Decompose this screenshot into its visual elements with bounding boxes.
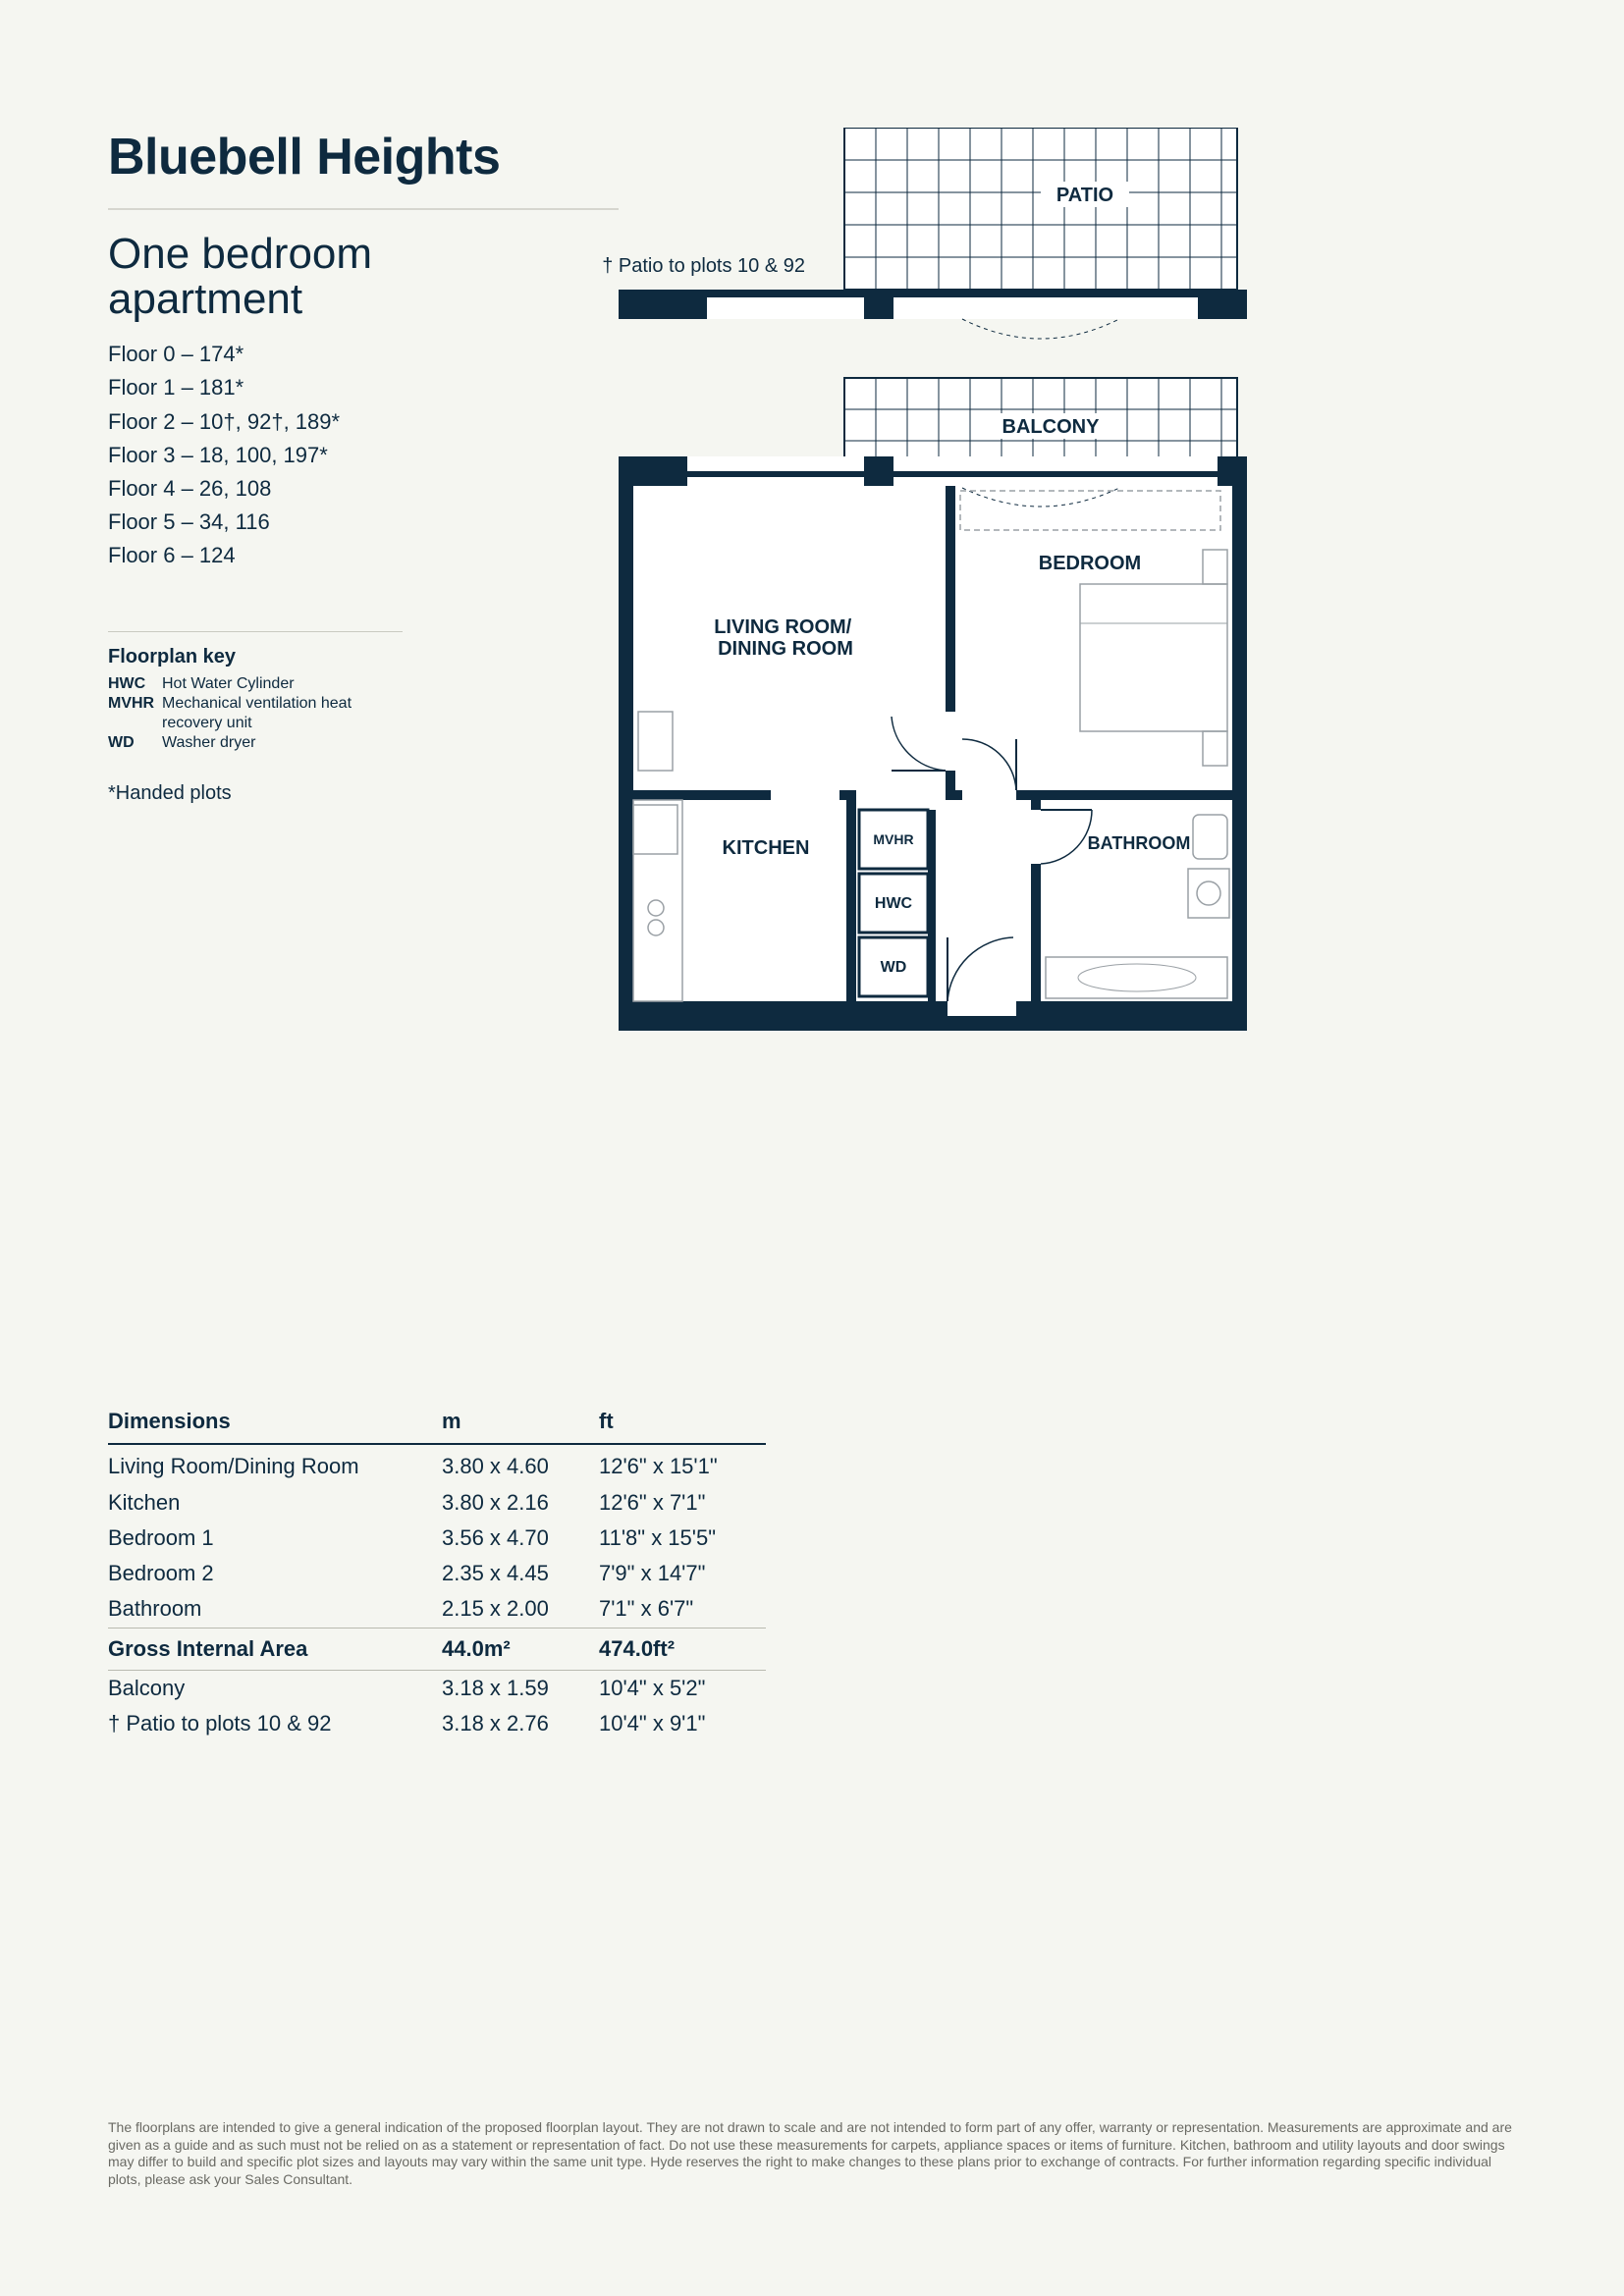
table-row: Bedroom 22.35 x 4.457'9" x 14'7" bbox=[108, 1556, 766, 1591]
floor-list-item: Floor 4 – 26, 108 bbox=[108, 472, 619, 506]
svg-text:MVHR: MVHR bbox=[873, 831, 913, 847]
table-cell: 3.18 x 2.76 bbox=[442, 1706, 599, 1741]
col-header-ft: ft bbox=[599, 1404, 766, 1439]
key-abbr: WD bbox=[108, 733, 162, 753]
disclaimer-text: The floorplans are intended to give a ge… bbox=[108, 2119, 1516, 2188]
gia-ft: 474.0ft² bbox=[599, 1631, 766, 1667]
table-row: Living Room/Dining Room3.80 x 4.6012'6" … bbox=[108, 1449, 766, 1484]
floor-list-item: Floor 3 – 18, 100, 197* bbox=[108, 439, 619, 472]
table-cell: 10'4" x 9'1" bbox=[599, 1706, 766, 1741]
table-cell: Bedroom 1 bbox=[108, 1521, 442, 1556]
handed-plots-note: *Handed plots bbox=[108, 782, 619, 805]
table-cell: 10'4" x 5'2" bbox=[599, 1671, 766, 1706]
floorplan-key: Floorplan key HWCHot Water CylinderMVHRM… bbox=[108, 631, 403, 753]
subtitle-line1: One bedroom bbox=[108, 230, 372, 278]
table-cell: 12'6" x 15'1" bbox=[599, 1449, 766, 1484]
table-cell: 3.80 x 4.60 bbox=[442, 1449, 599, 1484]
subtitle-line2: apartment bbox=[108, 275, 302, 323]
col-header-room: Dimensions bbox=[108, 1404, 442, 1439]
table-cell: 12'6" x 7'1" bbox=[599, 1485, 766, 1521]
svg-text:HWC: HWC bbox=[875, 895, 913, 912]
svg-text:BEDROOM: BEDROOM bbox=[1039, 553, 1141, 574]
table-cell: 3.18 x 1.59 bbox=[442, 1671, 599, 1706]
svg-text:BALCONY: BALCONY bbox=[1002, 416, 1101, 438]
table-cell: 7'1" x 6'7" bbox=[599, 1591, 766, 1627]
floor-list: Floor 0 – 174*Floor 1 – 181*Floor 2 – 10… bbox=[108, 338, 619, 572]
table-cell: † Patio to plots 10 & 92 bbox=[108, 1706, 442, 1741]
table-row: † Patio to plots 10 & 923.18 x 2.7610'4"… bbox=[108, 1706, 766, 1741]
key-row: WDWasher dryer bbox=[108, 733, 403, 753]
table-header: Dimensions m ft bbox=[108, 1404, 766, 1445]
table-row: Bathroom2.15 x 2.007'1" x 6'7" bbox=[108, 1591, 766, 1627]
svg-text:PATIO: PATIO bbox=[1056, 185, 1113, 206]
svg-text:WD: WD bbox=[881, 959, 907, 976]
table-cell: 3.56 x 4.70 bbox=[442, 1521, 599, 1556]
table-cell: 3.80 x 2.16 bbox=[442, 1485, 599, 1521]
svg-text:LIVING ROOM/ DINING: LIVING ROOM/ DINING ROOM bbox=[714, 616, 857, 660]
table-cell: Kitchen bbox=[108, 1485, 442, 1521]
floor-list-item: Floor 6 – 124 bbox=[108, 539, 619, 572]
floor-list-item: Floor 5 – 34, 116 bbox=[108, 506, 619, 539]
key-def: Washer dryer bbox=[162, 733, 403, 753]
patio-footnote: † Patio to plots 10 & 92 bbox=[579, 255, 805, 278]
table-row: Kitchen3.80 x 2.1612'6" x 7'1" bbox=[108, 1485, 766, 1521]
key-def: Mechanical ventilation heat recovery uni… bbox=[162, 694, 403, 733]
table-row: Balcony3.18 x 1.5910'4" x 5'2" bbox=[108, 1671, 766, 1706]
subtitle: One bedroom apartment bbox=[108, 232, 619, 322]
gross-internal-area-row: Gross Internal Area 44.0m² 474.0ft² bbox=[108, 1628, 766, 1671]
table-cell: Balcony bbox=[108, 1671, 442, 1706]
key-title: Floorplan key bbox=[108, 646, 403, 668]
svg-text:BATHROOM: BATHROOM bbox=[1088, 833, 1191, 853]
dimensions-table: Dimensions m ft Living Room/Dining Room3… bbox=[108, 1404, 766, 1742]
floor-list-item: Floor 0 – 174* bbox=[108, 338, 619, 371]
key-row: MVHRMechanical ventilation heat recovery… bbox=[108, 694, 403, 733]
table-cell: Living Room/Dining Room bbox=[108, 1449, 442, 1484]
key-abbr: HWC bbox=[108, 674, 162, 694]
key-row: HWCHot Water Cylinder bbox=[108, 674, 403, 694]
svg-text:KITCHEN: KITCHEN bbox=[723, 837, 810, 859]
key-abbr: MVHR bbox=[108, 694, 162, 733]
floor-list-item: Floor 1 – 181* bbox=[108, 371, 619, 404]
gia-m: 44.0m² bbox=[442, 1631, 599, 1667]
key-def: Hot Water Cylinder bbox=[162, 674, 403, 694]
table-cell: 2.15 x 2.00 bbox=[442, 1591, 599, 1627]
floorplan-diagram: † Patio to plots 10 & 92 PATIO bbox=[619, 128, 1247, 1114]
gia-label: Gross Internal Area bbox=[108, 1631, 442, 1667]
table-cell: 11'8" x 15'5" bbox=[599, 1521, 766, 1556]
floor-list-item: Floor 2 – 10†, 92†, 189* bbox=[108, 405, 619, 439]
table-cell: 7'9" x 14'7" bbox=[599, 1556, 766, 1591]
table-cell: 2.35 x 4.45 bbox=[442, 1556, 599, 1591]
page-title: Bluebell Heights bbox=[108, 128, 619, 210]
col-header-m: m bbox=[442, 1404, 599, 1439]
table-cell: Bathroom bbox=[108, 1591, 442, 1627]
table-row: Bedroom 13.56 x 4.7011'8" x 15'5" bbox=[108, 1521, 766, 1556]
table-cell: Bedroom 2 bbox=[108, 1556, 442, 1591]
